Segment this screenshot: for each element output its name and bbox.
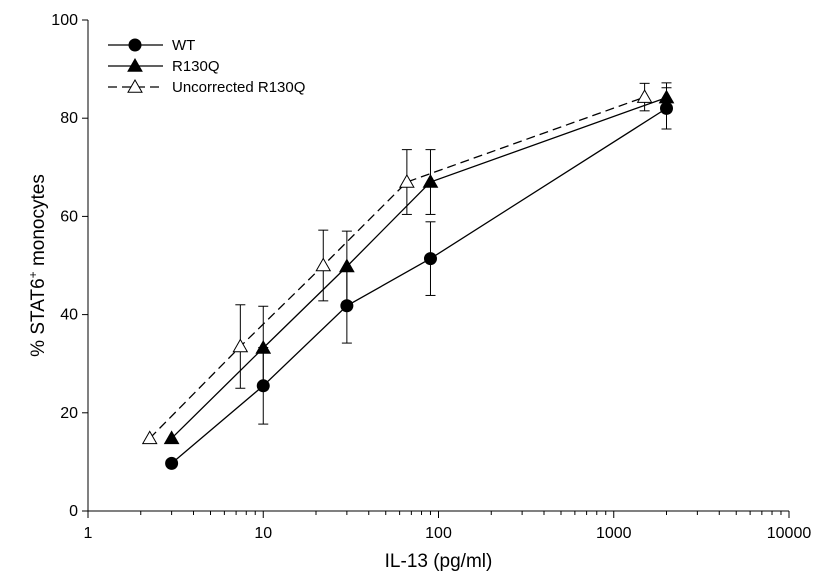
axis-ticks: 0 20 40 60 80 100 1 10 100 1000 10000 xyxy=(51,12,811,542)
y-tick-label-20: 20 xyxy=(60,405,78,422)
x-tick-label-10000: 10000 xyxy=(767,525,812,542)
data-point xyxy=(339,258,355,273)
y-axis-title: % STAT6+ monocytes xyxy=(26,174,49,357)
y-tick-label-100: 100 xyxy=(51,12,78,29)
y-tick-label-80: 80 xyxy=(60,110,78,127)
legend-label: Uncorrected R130Q xyxy=(172,79,305,96)
data-point xyxy=(636,89,653,103)
data-point xyxy=(141,430,158,445)
x-tick-label-100: 100 xyxy=(425,525,452,542)
series-r130q xyxy=(163,82,675,445)
legend: WT R130Q Uncorrected R130Q xyxy=(108,37,305,96)
y-tick-label-40: 40 xyxy=(60,307,78,324)
legend-label: R130Q xyxy=(172,58,220,75)
x-tick-label-10: 10 xyxy=(254,525,272,542)
y-tick-label-0: 0 xyxy=(69,503,78,520)
series-line xyxy=(171,107,667,464)
y-axis-title-main: % STAT6 xyxy=(28,278,49,356)
data-point xyxy=(232,338,249,353)
y-axis-title-superscript: + xyxy=(26,271,40,278)
series-wt xyxy=(165,87,674,470)
series-layer xyxy=(141,82,675,470)
legend-marker xyxy=(128,38,142,52)
legend-label: WT xyxy=(172,37,195,54)
data-point xyxy=(422,174,439,188)
data-point xyxy=(399,174,415,188)
legend-marker xyxy=(127,78,143,93)
x-axis-title: IL-13 (pg/ml) xyxy=(385,551,493,572)
series-uncorrected-r130q xyxy=(141,82,653,445)
legend-marker xyxy=(127,57,143,72)
data-point xyxy=(315,257,332,272)
x-tick-label-1000: 1000 xyxy=(596,525,632,542)
y-tick-label-60: 60 xyxy=(60,208,78,225)
data-point xyxy=(165,456,179,470)
y-axis-title-suffix: monocytes xyxy=(28,174,49,271)
data-point xyxy=(423,252,437,266)
data-point xyxy=(163,430,180,445)
series-line xyxy=(171,96,667,439)
x-tick-label-1: 1 xyxy=(84,525,93,542)
data-point xyxy=(658,89,675,104)
data-point xyxy=(255,339,272,354)
